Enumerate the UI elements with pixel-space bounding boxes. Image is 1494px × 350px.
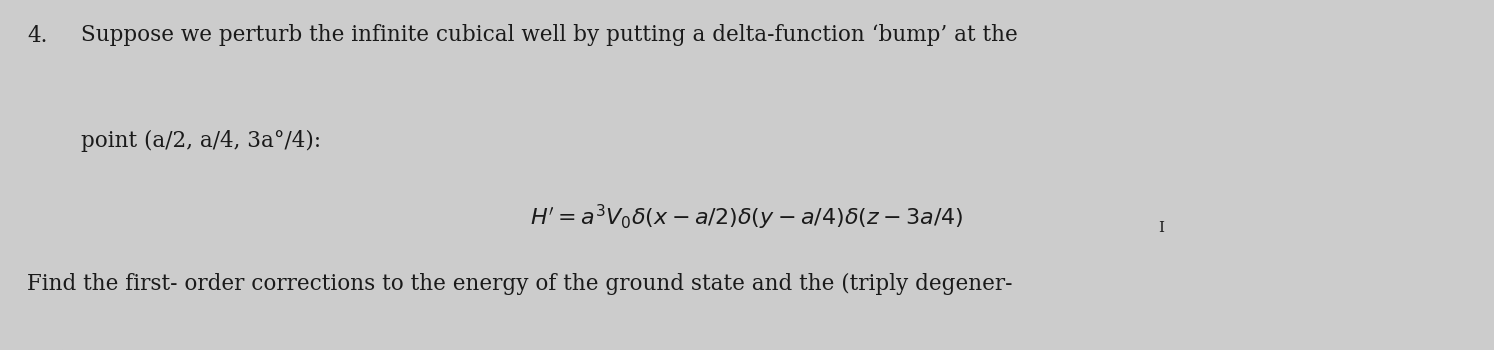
Text: Find the first- order corrections to the energy of the ground state and the (tri: Find the first- order corrections to the… bbox=[27, 273, 1013, 295]
Text: I: I bbox=[1158, 220, 1164, 234]
Text: Suppose we perturb the infinite cubical well by putting a delta-function ‘bump’ : Suppose we perturb the infinite cubical … bbox=[81, 25, 1017, 47]
Text: $H^{\prime} = a^3V_0\delta(x - a/2)\delta(y - a/4)\delta(z - 3a/4)$: $H^{\prime} = a^3V_0\delta(x - a/2)\delt… bbox=[530, 203, 964, 232]
Text: 4.: 4. bbox=[27, 25, 48, 47]
Text: point (a/2, a/4, 3a°/4):: point (a/2, a/4, 3a°/4): bbox=[81, 130, 321, 152]
